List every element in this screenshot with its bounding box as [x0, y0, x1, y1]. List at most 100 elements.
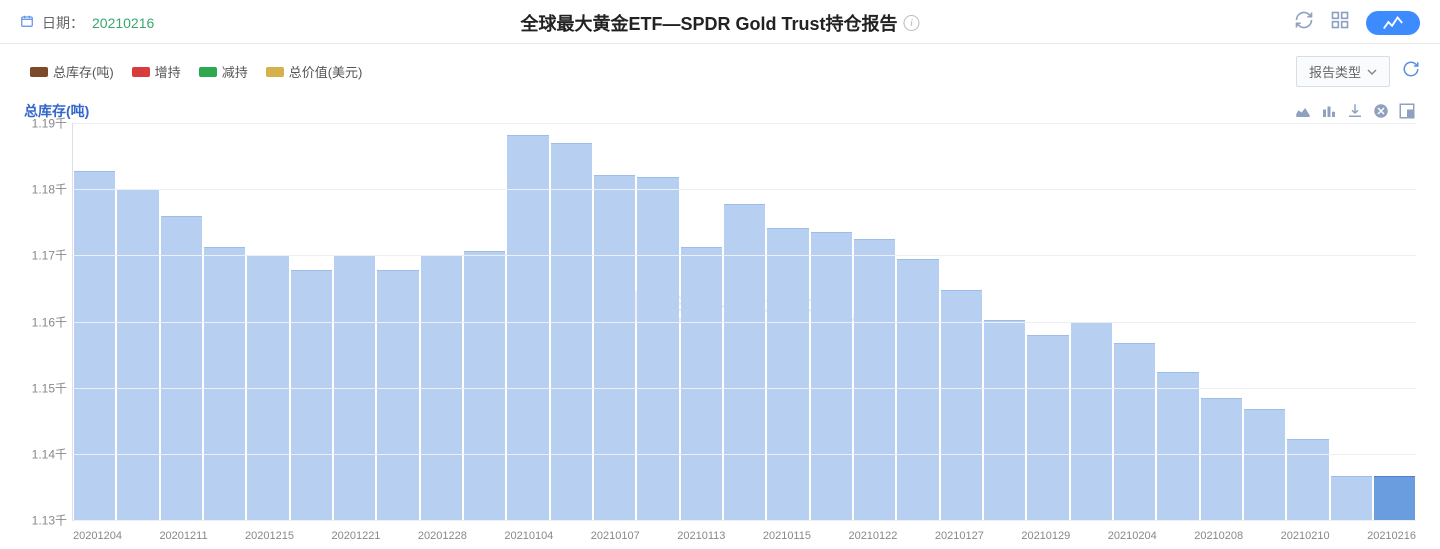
x-tick-label: 20201211 [159, 530, 207, 542]
bar[interactable] [811, 232, 852, 520]
x-tick-label: 20210204 [1108, 530, 1157, 542]
x-tick-label [640, 530, 677, 542]
x-tick-label: 20201204 [73, 530, 122, 542]
legend-item[interactable]: 减持 [199, 62, 248, 81]
legend-label: 增持 [155, 62, 181, 81]
x-tick-label [1243, 530, 1280, 542]
bar[interactable] [377, 270, 418, 520]
gridline [73, 322, 1416, 323]
bar[interactable] [74, 171, 115, 520]
x-tick-label: 20210122 [848, 530, 897, 542]
date-label: 日期： [42, 13, 84, 33]
date-value[interactable]: 20210216 [92, 15, 154, 31]
bar[interactable] [1244, 409, 1285, 520]
legend-item[interactable]: 总价值(美元) [266, 62, 363, 81]
bar[interactable] [941, 290, 982, 520]
bar[interactable] [204, 247, 245, 520]
y-tick-label: 1.13千 [13, 512, 67, 529]
x-tick-label: 20201221 [331, 530, 380, 542]
bar[interactable] [117, 189, 158, 520]
x-tick-label [208, 530, 245, 542]
x-tick-label: 20210115 [763, 530, 811, 542]
bar[interactable] [507, 135, 548, 520]
y-tick-label: 1.19千 [13, 115, 67, 132]
report-type-label: 报告类型 [1309, 62, 1361, 81]
x-tick-label [467, 530, 504, 542]
bar[interactable] [897, 259, 938, 520]
bar[interactable] [161, 216, 202, 520]
y-tick-label: 1.15千 [13, 379, 67, 396]
bar[interactable] [854, 239, 895, 520]
bar[interactable] [551, 143, 592, 520]
header-bar: 日期： 20210216 全球最大黄金ETF—SPDR Gold Trust持仓… [0, 0, 1440, 44]
y-tick-label: 1.14千 [13, 445, 67, 462]
x-tick-label [725, 530, 762, 542]
legend: 总库存(吨) 增持 减持 总价值(美元) [30, 62, 362, 81]
bar[interactable] [681, 247, 722, 520]
bar[interactable] [1027, 335, 1068, 520]
x-tick-label [1070, 530, 1107, 542]
chart-top: 总库存(吨) [0, 95, 1440, 123]
x-tick-label: 20210107 [591, 530, 640, 542]
bar[interactable] [724, 204, 765, 520]
chart-mode-button[interactable] [1366, 11, 1420, 35]
date-block: 日期： 20210216 [20, 13, 154, 33]
area-chart-icon[interactable] [1294, 102, 1312, 120]
grid-icon[interactable] [1330, 10, 1350, 35]
x-tick-label [294, 530, 331, 542]
x-tick-label: 20201215 [245, 530, 294, 542]
x-tick-label [897, 530, 934, 542]
calendar-icon [20, 14, 34, 31]
bar[interactable] [984, 320, 1025, 520]
download-icon[interactable] [1346, 102, 1364, 120]
report-type-dropdown[interactable]: 报告类型 [1296, 56, 1390, 87]
chart-area: 金十数据中心 202012042020121120201215202012212… [0, 123, 1440, 549]
bar[interactable] [291, 270, 332, 520]
bar[interactable] [594, 175, 635, 520]
gridline [73, 189, 1416, 190]
gridline [73, 255, 1416, 256]
bar[interactable] [767, 228, 808, 520]
x-tick-label: 20210210 [1281, 530, 1330, 542]
y-tick-label: 1.16千 [13, 313, 67, 330]
bar[interactable] [637, 177, 678, 520]
x-tick-label: 20210216 [1367, 530, 1416, 542]
x-tick-label [553, 530, 590, 542]
x-tick-label: 20210104 [504, 530, 553, 542]
bar[interactable] [464, 251, 505, 520]
gridline [73, 388, 1416, 389]
bar-chart-icon[interactable] [1320, 102, 1338, 120]
x-tick-label: 20210127 [935, 530, 984, 542]
legend-swatch [30, 67, 48, 77]
reload-icon[interactable] [1402, 60, 1420, 83]
legend-item[interactable]: 总库存(吨) [30, 62, 114, 81]
refresh-icon[interactable] [1294, 10, 1314, 35]
title-block: 全球最大黄金ETF—SPDR Gold Trust持仓报告 i [520, 10, 919, 36]
gridline [73, 123, 1416, 124]
header-tools [1294, 10, 1420, 35]
bar[interactable] [1374, 476, 1415, 520]
x-tick-label: 20210129 [1021, 530, 1070, 542]
expand-icon[interactable] [1398, 102, 1416, 120]
bar[interactable] [1331, 476, 1372, 520]
bar[interactable] [1201, 398, 1242, 520]
x-tick-label: 20210208 [1194, 530, 1243, 542]
x-tick-label [380, 530, 417, 542]
x-tick-label [984, 530, 1021, 542]
info-icon[interactable]: i [904, 15, 920, 31]
bar[interactable] [1287, 439, 1328, 520]
legend-item[interactable]: 增持 [132, 62, 181, 81]
legend-swatch [132, 67, 150, 77]
page-title: 全球最大黄金ETF—SPDR Gold Trust持仓报告 [520, 10, 897, 36]
gridline [73, 454, 1416, 455]
bar[interactable] [1114, 343, 1155, 520]
chevron-down-icon [1367, 67, 1377, 77]
x-tick-label: 20210113 [677, 530, 725, 542]
legend-swatch [199, 67, 217, 77]
gridline [73, 520, 1416, 521]
legend-label: 减持 [222, 62, 248, 81]
bar[interactable] [1157, 372, 1198, 520]
bar[interactable] [1071, 322, 1112, 521]
close-icon[interactable] [1372, 102, 1390, 120]
legend-label: 总价值(美元) [289, 62, 363, 81]
